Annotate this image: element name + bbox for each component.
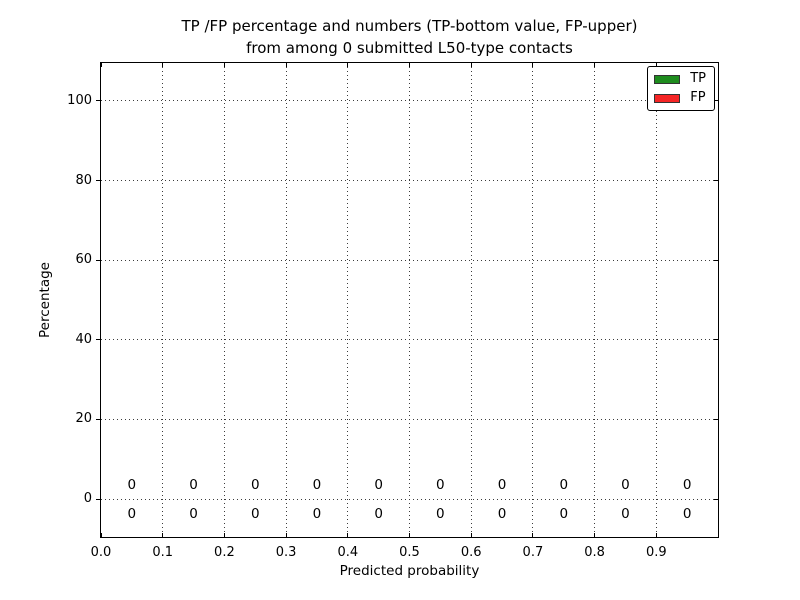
- y-tick-left: [96, 498, 100, 500]
- x-tick-label: 0.5: [399, 545, 420, 560]
- x-gridline: [285, 63, 287, 537]
- fp-count-label: 0: [374, 477, 383, 494]
- y-tick-label: 0: [83, 491, 92, 507]
- y-tick-right: [714, 100, 718, 102]
- x-tick-top: [594, 63, 596, 67]
- x-tick-top: [162, 63, 164, 67]
- tp-count-label: 0: [559, 505, 569, 522]
- y-tick-left: [96, 259, 100, 261]
- x-tick-top: [347, 63, 349, 67]
- y-tick-label: 80: [75, 172, 92, 188]
- y-tick-right: [714, 339, 718, 341]
- chart-title: TP /FP percentage and numbers (TP-bottom…: [100, 15, 719, 59]
- x-tick-bottom: [655, 533, 657, 537]
- x-gridline: [655, 63, 657, 537]
- y-tick-label: 40: [75, 331, 92, 347]
- tp-count-label: 0: [621, 505, 630, 522]
- x-tick-bottom: [100, 533, 102, 537]
- x-tick-label: 0.1: [152, 545, 174, 560]
- fp-count-label: 0: [250, 477, 260, 494]
- y-axis-label: Percentage: [37, 262, 53, 338]
- x-tick-label: 0.6: [460, 545, 482, 560]
- x-tick-top: [409, 63, 410, 67]
- fp-count-label: 0: [312, 477, 322, 494]
- x-tick-label: 0.7: [522, 545, 544, 560]
- chart-title-line2: from among 0 submitted L50-type contacts: [246, 39, 573, 57]
- x-tick-label: 0.4: [337, 545, 359, 560]
- tp-count-label: 0: [374, 505, 383, 522]
- tp-count-label: 0: [682, 505, 692, 522]
- legend: TP FP: [647, 66, 715, 111]
- x-tick-top: [223, 63, 225, 67]
- x-tick-bottom: [223, 533, 225, 537]
- x-tick-top: [655, 63, 657, 67]
- y-tick-left: [96, 339, 100, 341]
- legend-row-fp: FP: [654, 91, 706, 105]
- y-tick-left: [96, 418, 100, 420]
- x-tick-label: 0.9: [645, 545, 667, 560]
- x-tick-bottom: [594, 533, 596, 537]
- y-tick-label: 100: [67, 92, 92, 108]
- x-tick-bottom: [285, 533, 287, 537]
- x-tick-bottom: [409, 533, 410, 537]
- x-tick-bottom: [347, 533, 349, 537]
- chart-title-line1: TP /FP percentage and numbers (TP-bottom…: [181, 17, 638, 35]
- fp-count-label: 0: [189, 477, 198, 494]
- x-tick-label: 0.2: [214, 545, 235, 560]
- fp-count-label: 0: [621, 477, 630, 494]
- y-tick-left: [96, 180, 100, 181]
- x-tick-bottom: [470, 533, 472, 537]
- plot-area: TP FP 0 0 0 0 0 0 0 0 0 0 0 0 0 0 0 0 0 0 0 0: [96, 62, 719, 538]
- tp-legend-label: TP: [690, 71, 706, 86]
- fp-count-label: 0: [682, 477, 692, 494]
- tp-legend-swatch: [654, 74, 681, 84]
- tp-count-label: 0: [312, 505, 322, 522]
- x-tick-top: [532, 63, 534, 67]
- y-tick-right: [714, 180, 718, 181]
- tp-count-label: 0: [127, 505, 137, 522]
- x-axis-label: Predicted probability: [339, 563, 480, 579]
- x-tick-top: [100, 63, 102, 67]
- y-tick-label: 60: [75, 252, 92, 268]
- x-tick-bottom: [532, 533, 534, 537]
- x-tick-label: 0.8: [584, 545, 605, 560]
- y-tick-right: [714, 498, 718, 500]
- fp-legend-swatch: [654, 93, 681, 103]
- x-tick-label: 0.0: [90, 545, 112, 560]
- x-gridline: [532, 63, 534, 537]
- x-tick-top: [285, 63, 287, 67]
- fp-legend-label: FP: [690, 90, 706, 105]
- tp-count-label: 0: [250, 505, 260, 522]
- x-gridline: [409, 63, 410, 537]
- tp-count-label: 0: [189, 505, 198, 522]
- y-tick-left: [96, 100, 100, 102]
- x-tick-top: [470, 63, 472, 67]
- fp-count-label: 0: [436, 477, 445, 494]
- x-gridline: [594, 63, 596, 537]
- legend-row-tp: TP: [654, 72, 706, 86]
- tp-count-label: 0: [497, 505, 507, 522]
- fp-count-label: 0: [127, 477, 137, 494]
- y-tick-right: [714, 418, 718, 420]
- x-tick-label: 0.3: [275, 545, 297, 560]
- x-gridline: [347, 63, 349, 537]
- y-tick-right: [714, 259, 718, 261]
- x-tick-bottom: [162, 533, 164, 537]
- x-gridline: [470, 63, 472, 537]
- fp-count-label: 0: [559, 477, 569, 494]
- tp-count-label: 0: [436, 505, 445, 522]
- x-gridline: [223, 63, 225, 537]
- y-tick-label: 20: [75, 411, 92, 427]
- fp-count-label: 0: [497, 477, 507, 494]
- x-gridline: [162, 63, 164, 537]
